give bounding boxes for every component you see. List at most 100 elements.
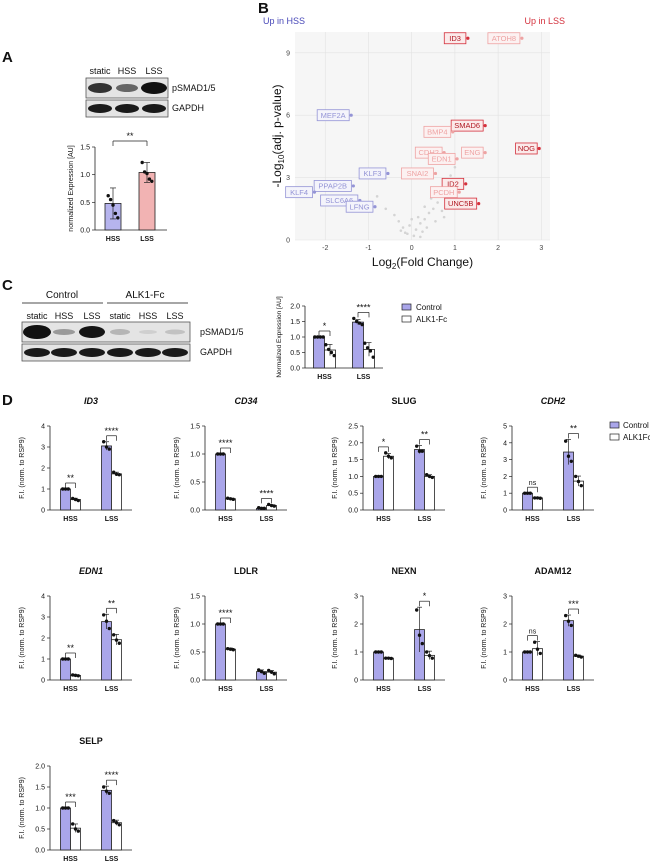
chart-c: 0.0 0.5 1.0 1.5 2.0 Normalized Expression [AU… xyxy=(276,296,383,381)
data-point xyxy=(63,806,68,810)
gene-label-box xyxy=(515,142,538,155)
up-in-lss-label: Up in LSS xyxy=(524,16,565,26)
x-tick-label: LSS xyxy=(105,686,119,693)
data-point xyxy=(538,651,542,656)
data-point xyxy=(267,502,271,507)
y-tick-label: 0.0 xyxy=(80,228,90,235)
sig-label: ns xyxy=(529,480,537,487)
gene-label: PCDH xyxy=(433,188,454,197)
gene-label-box xyxy=(427,152,456,165)
data-point xyxy=(267,668,271,673)
blot-c-band xyxy=(107,348,133,357)
y-tick-label: 0.5 xyxy=(290,350,300,357)
blot-c-band xyxy=(165,329,185,335)
sig-label: ** xyxy=(570,423,578,433)
y-tick-label: 0.5 xyxy=(80,200,90,207)
blot-c-band xyxy=(110,329,130,335)
chart-id3: ID3 0 1 2 3 4 F.I. (norm. to RSP9) HSS ** LSS **** xyxy=(19,396,132,523)
data-point xyxy=(102,440,106,444)
data-point xyxy=(145,171,149,176)
background-point xyxy=(449,174,452,177)
background-point xyxy=(397,219,401,223)
data-point xyxy=(420,449,424,453)
x-tick-label: LSS xyxy=(357,374,371,381)
data-point xyxy=(63,487,68,491)
blot-a-lane-static: static xyxy=(89,66,111,76)
data-point xyxy=(231,648,235,652)
background-point xyxy=(375,195,379,198)
y-tick-label: 9 xyxy=(286,50,290,57)
y-tick-label: 1 xyxy=(503,491,507,498)
y-tick-label: 1.5 xyxy=(290,319,300,326)
sig-label: ** xyxy=(108,598,116,608)
data-point xyxy=(564,613,568,618)
bar xyxy=(101,789,112,851)
y-axis-label: -Log10(adj. p-value) xyxy=(270,85,286,188)
data-point xyxy=(117,641,122,645)
y-tick-label: 1.5 xyxy=(190,594,200,601)
gene-label-box xyxy=(320,194,359,207)
gene-point xyxy=(386,171,390,176)
data-point xyxy=(259,669,264,674)
gene-point xyxy=(466,36,470,40)
data-point xyxy=(528,491,532,495)
data-point xyxy=(61,487,65,491)
x-tick-label: HSS xyxy=(63,856,78,863)
gene-label: ID3 xyxy=(449,34,461,43)
data-point xyxy=(420,641,424,646)
data-point xyxy=(147,177,152,181)
data-point xyxy=(221,452,225,456)
y-tick-label: 2 xyxy=(354,622,358,629)
gene-label-box xyxy=(401,167,434,180)
chart-ldlr: LDLR 0.0 0.5 1.0 1.5 F.I. (norm. to RSP9) HSS *… xyxy=(174,566,287,693)
y-axis-label: F.I. (norm. to RSP9) xyxy=(481,607,488,669)
y-tick-label: 0.0 xyxy=(190,508,200,515)
background-point xyxy=(401,226,405,229)
background-point xyxy=(425,226,429,229)
y-tick-label: 2.0 xyxy=(290,304,300,311)
data-point xyxy=(66,806,71,810)
bar xyxy=(101,445,112,511)
bar xyxy=(225,648,236,681)
x-tick-label: LSS xyxy=(418,516,432,523)
gene-label-box xyxy=(487,32,521,45)
bar xyxy=(352,321,364,369)
data-point xyxy=(111,203,115,207)
background-point xyxy=(421,230,424,233)
background-point xyxy=(408,224,411,227)
data-point xyxy=(376,474,381,479)
data-point xyxy=(107,791,112,795)
data-point xyxy=(525,650,530,654)
y-tick-label: 2 xyxy=(41,636,45,643)
x-tick-label: 1 xyxy=(453,245,457,252)
data-point xyxy=(379,474,383,479)
gene-label: ENG xyxy=(464,148,480,157)
data-point xyxy=(231,497,235,502)
chart-a: 0.0 0.5 1.0 1.5 normalized Expression [AU] HS… xyxy=(68,131,167,243)
y-tick-label: 1.0 xyxy=(190,622,200,629)
background-point xyxy=(432,207,435,211)
legend-c-alk1fc: ALK1-Fc xyxy=(416,315,447,324)
data-point xyxy=(523,491,527,495)
data-point xyxy=(376,650,381,654)
bar xyxy=(522,492,533,511)
chart-cdh2: CDH2 0 1 2 3 4 5 F.I. (norm. to RSP9) HSS ns LSS ** xyxy=(481,396,594,523)
blot-a-band xyxy=(88,104,112,113)
data-point xyxy=(417,633,422,637)
data-point xyxy=(318,335,323,339)
blot-c-band xyxy=(24,348,50,357)
data-point xyxy=(140,160,144,165)
blot-c-band xyxy=(53,329,75,335)
data-point xyxy=(332,353,336,358)
chart-edn1: EDN1 0 1 2 3 4 F.I. (norm. to RSP9) HSS ** LSS ** xyxy=(19,566,132,693)
chart-title: CD34 xyxy=(234,396,257,406)
data-point xyxy=(533,496,537,500)
gene-point xyxy=(464,182,468,186)
x-tick-label: 0 xyxy=(410,245,414,252)
panel-label-b: B xyxy=(258,0,269,17)
background-point xyxy=(419,235,422,239)
gene-label: ATOH8 xyxy=(492,34,516,43)
gene-label-box xyxy=(313,180,352,192)
gene-label-box xyxy=(285,186,313,199)
data-point xyxy=(427,653,432,658)
